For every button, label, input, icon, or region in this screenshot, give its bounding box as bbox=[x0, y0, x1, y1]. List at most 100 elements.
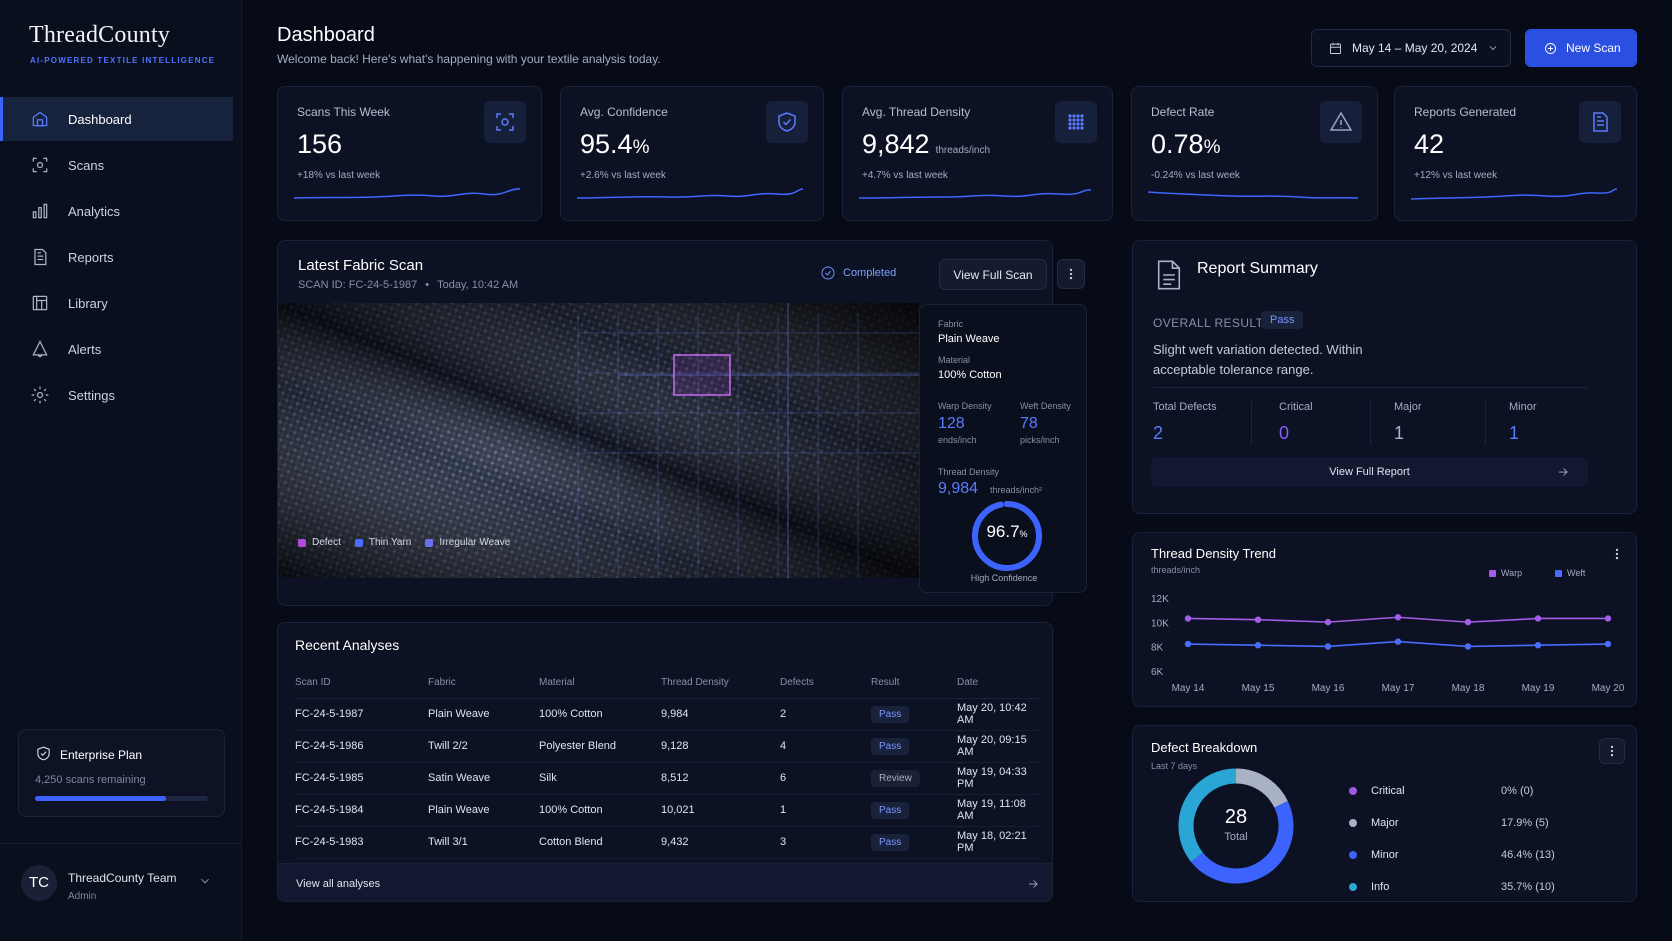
legend-dot bbox=[1349, 883, 1357, 891]
legend-label: Irregular Weave bbox=[439, 537, 511, 548]
stat-card-defect-rate[interactable]: Defect Rate 0.78% -0.24% vs last week bbox=[1131, 86, 1378, 221]
view-all-analyses-link[interactable]: View all analyses bbox=[278, 863, 1052, 901]
stat-label: Reports Generated bbox=[1414, 105, 1517, 119]
legend-thin-yarn: Thin Yarn bbox=[354, 537, 411, 548]
user-menu[interactable]: TC ThreadCounty Team Admin bbox=[0, 843, 242, 941]
table-row[interactable]: FC-24-5-1987 Plain Weave 100% Cotton 9,984 2… bbox=[295, 698, 1041, 731]
stat-change: +12% vs last week bbox=[1414, 170, 1498, 181]
slice-name: Info bbox=[1371, 881, 1390, 893]
data-point-weft[interactable] bbox=[1324, 643, 1332, 650]
view-all-label: View all analyses bbox=[296, 877, 381, 890]
table-cell: 100% Cotton bbox=[539, 794, 661, 827]
breakdown-more-button[interactable] bbox=[1599, 738, 1625, 764]
table-cell: 9,432 bbox=[661, 826, 780, 859]
stat-suffix: % bbox=[1203, 137, 1221, 158]
date-range-picker[interactable]: May 14 – May 20, 2024 bbox=[1311, 29, 1511, 67]
table-cell: May 20, 09:15 AM bbox=[957, 730, 1041, 763]
slice-pct: 35.7% (10) bbox=[1501, 881, 1555, 893]
donut-slice-info[interactable] bbox=[1178, 768, 1237, 862]
warp-label: Warp Density bbox=[938, 401, 992, 411]
table-row[interactable]: FC-24-5-1986 Twill 2/2 Polyester Blend 9,12… bbox=[295, 730, 1041, 763]
trend-more-button[interactable] bbox=[1606, 542, 1628, 566]
y-tick-label: 10K bbox=[1151, 618, 1169, 629]
col-fabric[interactable]: Fabric bbox=[428, 668, 539, 699]
scan-icon bbox=[496, 113, 514, 131]
sidebar-item-library[interactable]: Library bbox=[0, 281, 242, 325]
slice-pct: 0% (0) bbox=[1501, 785, 1534, 797]
data-point-warp[interactable] bbox=[1254, 616, 1262, 623]
result-cell: Pass bbox=[871, 826, 957, 859]
data-point-warp[interactable] bbox=[1534, 615, 1542, 622]
major-defects: Major 1 bbox=[1394, 401, 1422, 443]
data-point-weft[interactable] bbox=[1184, 640, 1192, 648]
y-tick-label: 12K bbox=[1151, 594, 1169, 605]
data-point-warp[interactable] bbox=[1324, 618, 1332, 626]
donut-slice-minor[interactable] bbox=[1191, 801, 1294, 884]
new-scan-button[interactable]: New Scan bbox=[1525, 29, 1637, 67]
stat-card-thread-density[interactable]: Avg. Thread Density 9,842 threads/inch +4… bbox=[842, 86, 1113, 221]
data-point-warp[interactable] bbox=[1464, 618, 1472, 626]
data-point-weft[interactable] bbox=[1464, 643, 1472, 650]
recent-analyses-table: Scan ID Fabric Material Thread Density D… bbox=[295, 668, 1041, 859]
col-defects[interactable]: Defects bbox=[780, 668, 871, 699]
stat-icon-box bbox=[1320, 101, 1362, 143]
sidebar-item-dashboard[interactable]: Dashboard bbox=[0, 97, 233, 141]
divider bbox=[1153, 387, 1588, 388]
col-result[interactable]: Result bbox=[871, 668, 957, 699]
chevron-down-icon[interactable] bbox=[198, 874, 212, 888]
stat-icon-box bbox=[1579, 101, 1621, 143]
col-thread-density[interactable]: Thread Density bbox=[661, 668, 780, 699]
chart-title: Defect Breakdown bbox=[1151, 740, 1258, 755]
sidebar-item-scans[interactable]: Scans bbox=[0, 143, 242, 187]
sidebar-item-analytics[interactable]: Analytics bbox=[0, 189, 242, 233]
table-row[interactable]: FC-24-5-1984 Plain Weave 100% Cotton 10,021… bbox=[295, 794, 1041, 827]
sidebar-item-reports[interactable]: Reports bbox=[0, 235, 242, 279]
col-scan-id[interactable]: Scan ID bbox=[295, 668, 428, 699]
data-point-warp[interactable] bbox=[1184, 615, 1192, 622]
stat-number: 9,842 bbox=[862, 129, 930, 159]
warp-value: 128 bbox=[938, 415, 965, 432]
fabric-scan-image[interactable] bbox=[278, 303, 919, 578]
report-title: Report Summary bbox=[1197, 260, 1318, 277]
plan-remaining: 4,250 scans remaining bbox=[35, 774, 146, 786]
meta-dot: • bbox=[425, 279, 430, 291]
table-cell: FC-24-5-1983 bbox=[295, 826, 428, 859]
scan-more-button[interactable] bbox=[1057, 259, 1085, 289]
sidebar-item-label: Dashboard bbox=[68, 111, 132, 127]
data-point-weft[interactable] bbox=[1534, 642, 1542, 649]
result-cell: Pass bbox=[871, 698, 957, 731]
view-full-scan-button[interactable]: View Full Scan bbox=[939, 259, 1047, 290]
data-point-warp[interactable] bbox=[1394, 614, 1402, 621]
defect-value: 2 bbox=[1153, 423, 1164, 443]
stat-value: 0.78% bbox=[1151, 129, 1220, 160]
slice-pct: 17.9% (5) bbox=[1501, 817, 1549, 829]
table-row[interactable]: FC-24-5-1983 Twill 3/1 Cotton Blend 9,432 3 P… bbox=[295, 826, 1041, 859]
slice-name: Minor bbox=[1371, 849, 1399, 861]
data-point-weft[interactable] bbox=[1604, 640, 1612, 648]
plan-card[interactable]: Enterprise Plan 4,250 scans remaining bbox=[18, 729, 225, 817]
data-point-weft[interactable] bbox=[1254, 642, 1262, 649]
stat-label: Scans This Week bbox=[297, 105, 390, 119]
stat-card-confidence[interactable]: Avg. Confidence 95.4% +2.6% vs last week bbox=[560, 86, 824, 221]
col-material[interactable]: Material bbox=[539, 668, 661, 699]
stat-icon-box bbox=[766, 101, 808, 143]
table-cell: Plain Weave bbox=[428, 794, 539, 827]
app-logo[interactable]: ThreadCounty bbox=[29, 22, 171, 48]
legend-label: Weft bbox=[1567, 568, 1586, 578]
table-cell: 10,021 bbox=[661, 794, 780, 827]
col-date[interactable]: Date bbox=[957, 668, 1041, 699]
sidebar-item-alerts[interactable]: Alerts bbox=[0, 327, 242, 371]
stat-icon-box bbox=[1055, 101, 1097, 143]
view-full-report-button[interactable]: View Full Report bbox=[1151, 457, 1588, 487]
data-point-warp[interactable] bbox=[1604, 615, 1612, 622]
table-cell: 1 bbox=[780, 794, 871, 827]
confidence-value: 96.7% bbox=[970, 522, 1044, 542]
warning-icon bbox=[1329, 111, 1353, 131]
table-row[interactable]: FC-24-5-1985 Satin Weave Silk 8,512 6 Review M… bbox=[295, 762, 1041, 795]
stat-card-reports[interactable]: Reports Generated 42 +12% vs last week bbox=[1394, 86, 1637, 221]
stat-card-scans[interactable]: Scans This Week 156 +18% vs last week bbox=[277, 86, 542, 221]
sidebar-item-settings[interactable]: Settings bbox=[0, 373, 242, 417]
table-cell: May 19, 04:33 PM bbox=[957, 762, 1041, 795]
donut-slice-major[interactable] bbox=[1235, 768, 1288, 808]
data-point-weft[interactable] bbox=[1394, 638, 1402, 645]
